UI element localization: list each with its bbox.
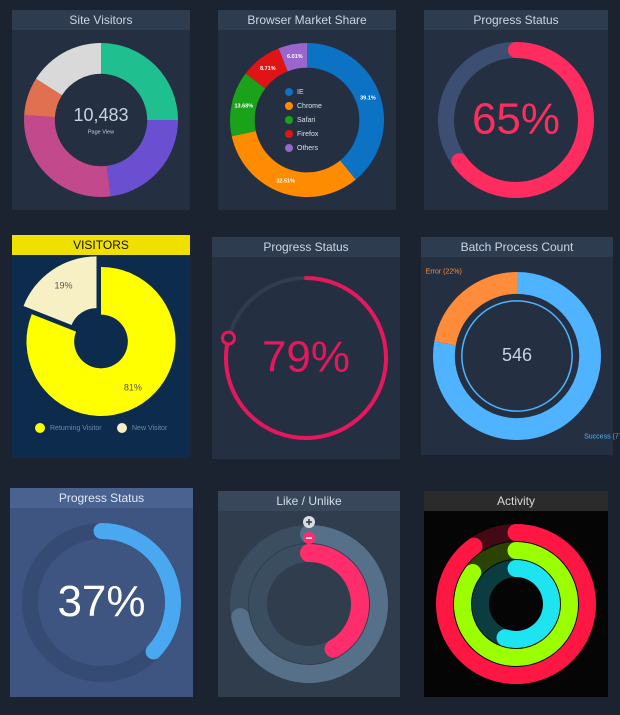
segment xyxy=(23,115,111,198)
gauge-value: 65% xyxy=(472,95,560,144)
gauge-arc xyxy=(451,42,594,198)
ring-arc xyxy=(436,524,596,684)
legend-label: New Visitor xyxy=(132,425,168,432)
legend-label: Others xyxy=(297,145,319,152)
segment xyxy=(229,73,266,137)
panel-title: Progress Status xyxy=(473,13,558,27)
legend-swatch xyxy=(285,116,293,124)
legend-label: IE xyxy=(297,89,304,96)
segment xyxy=(23,256,97,326)
segment xyxy=(231,131,356,197)
gauge-value: 79% xyxy=(262,333,350,382)
panel-title: Progress Status xyxy=(263,240,348,254)
panel-header xyxy=(218,10,396,30)
panel-header xyxy=(424,10,608,30)
gauge-arc xyxy=(224,276,388,440)
value-label: 13.68% xyxy=(234,104,253,110)
legend-swatch xyxy=(285,144,293,152)
legend-swatch xyxy=(285,102,293,110)
center-subtext: Page View xyxy=(88,129,114,135)
panel-title: Browser Market Share xyxy=(247,13,367,27)
value-label: Success (77%) xyxy=(584,433,620,440)
segment xyxy=(278,43,307,72)
legend-label: Chrome xyxy=(297,103,322,110)
center-value: 10,483 xyxy=(73,105,128,125)
ring-arc xyxy=(300,544,369,658)
value-label: 6.01% xyxy=(287,54,303,60)
panel-title: Batch Process Count xyxy=(461,240,574,254)
panel-header xyxy=(421,237,613,257)
panel-title: VISITORS xyxy=(73,238,129,252)
inner-ring xyxy=(461,300,573,412)
legend-label: Returning Visitor xyxy=(50,425,102,432)
gauge-value: 37% xyxy=(57,577,145,626)
value-label: 39.1% xyxy=(360,96,376,102)
panel-title: Site Visitors xyxy=(69,13,132,27)
panel-header xyxy=(212,237,400,257)
segment xyxy=(26,267,176,417)
panel-header xyxy=(12,235,190,255)
segment xyxy=(35,43,101,96)
segment xyxy=(101,43,178,120)
center-value: 546 xyxy=(502,345,532,365)
legend-swatch xyxy=(35,423,45,433)
ring-arc xyxy=(231,525,388,683)
panel-header xyxy=(218,491,400,511)
panel xyxy=(212,237,400,459)
legend-label: Safari xyxy=(297,117,316,124)
ring-arc xyxy=(454,542,578,666)
ring-arc xyxy=(496,560,560,648)
segment xyxy=(307,43,385,180)
segment xyxy=(106,120,178,197)
legend-label: Firefox xyxy=(297,131,319,138)
panel-header xyxy=(424,491,608,511)
panel-title: Progress Status xyxy=(59,491,144,505)
value-label: 8.71% xyxy=(260,66,276,72)
value-label: Error (22%) xyxy=(426,268,462,275)
value-label: 19% xyxy=(55,281,73,291)
segment xyxy=(245,48,288,89)
gauge-marker xyxy=(221,330,237,346)
panel-header xyxy=(10,488,193,508)
gauge-arc xyxy=(93,523,181,660)
legend-swatch xyxy=(285,88,293,96)
value-label: 32.51% xyxy=(276,179,295,185)
panel-title: Like / Unlike xyxy=(276,494,342,508)
legend-swatch xyxy=(117,423,127,433)
segment xyxy=(434,272,517,346)
panel-header xyxy=(12,10,190,30)
panel xyxy=(10,488,193,697)
legend-swatch xyxy=(285,130,293,138)
value-label: 81% xyxy=(124,383,142,393)
segment xyxy=(24,78,62,118)
panel-title: Activity xyxy=(497,494,535,508)
